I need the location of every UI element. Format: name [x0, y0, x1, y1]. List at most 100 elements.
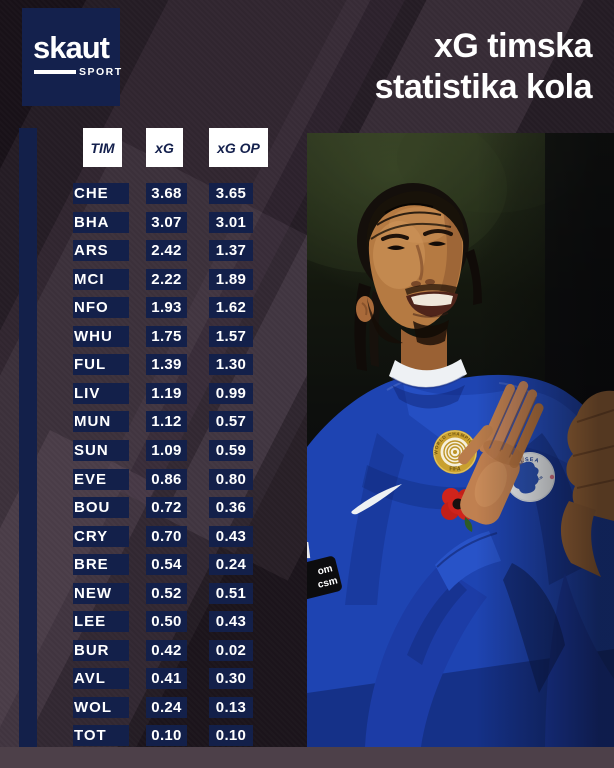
table-row: BHA 3.07 3.01: [0, 212, 307, 233]
table-row: EVE 0.86 0.80: [0, 469, 307, 490]
gold-badge-arc-text: WORLD CHAMPIONS: [433, 431, 476, 454]
shirt: [307, 374, 614, 747]
table-cell-team: MCI: [73, 269, 129, 290]
table-cell-xg: 3.07: [146, 212, 187, 233]
table-cell-xg: 1.12: [146, 411, 187, 432]
table-cell-xg: 1.75: [146, 326, 187, 347]
table-cell-xg_op: 0.36: [209, 497, 253, 518]
table-cell-team: BHA: [73, 212, 129, 233]
table-cell-xg_op: 0.57: [209, 411, 253, 432]
table-row: CHE 3.68 3.65: [0, 183, 307, 204]
table-cell-team: ARS: [73, 240, 129, 261]
table-cell-xg_op: 1.57: [209, 326, 253, 347]
table-row: WOL 0.24 0.13: [0, 697, 307, 718]
table-cell-xg_op: 1.62: [209, 297, 253, 318]
table-cell-xg: 1.09: [146, 440, 187, 461]
logo-underline: [34, 70, 76, 74]
table-cell-xg_op: 0.30: [209, 668, 253, 689]
table-cell-xg: 1.19: [146, 383, 187, 404]
clapping-hand-near: [458, 381, 544, 525]
patch-text-line1: om: [317, 563, 334, 577]
gold-badge-fifa-text: FIFA: [449, 467, 460, 473]
vertical-navy-stripe: [19, 128, 37, 768]
table-cell-xg: 0.54: [146, 554, 187, 575]
table-cell-xg_op: 0.99: [209, 383, 253, 404]
table-cell-team: NFO: [73, 297, 129, 318]
table-cell-team: LEE: [73, 611, 129, 632]
table-cell-xg: 0.70: [146, 526, 187, 547]
table-cell-team: TOT: [73, 725, 129, 746]
table-cell-xg_op: 0.13: [209, 697, 253, 718]
skaut-sport-logo: skaut SPORT: [22, 8, 123, 106]
world-champions-badge-icon: WORLD CHAMPIONS FIFA: [433, 430, 477, 474]
table-cell-xg: 2.22: [146, 269, 187, 290]
table-cell-team: CHE: [73, 183, 129, 204]
table-cell-xg_op: 0.43: [209, 526, 253, 547]
table-cell-team: BUR: [73, 640, 129, 661]
column-header-xg-op: xG OP: [209, 128, 268, 167]
table-row: LIV 1.19 0.99: [0, 383, 307, 404]
sleeve-sponsor-patch: om csm: [307, 540, 342, 600]
table-cell-xg: 0.10: [146, 725, 187, 746]
table-cell-xg: 1.39: [146, 354, 187, 375]
collar: [389, 359, 467, 388]
player-illustration: WORLD CHAMPIONS FIFA: [307, 133, 614, 747]
table-cell-xg_op: 1.30: [209, 354, 253, 375]
table-cell-xg_op: 0.59: [209, 440, 253, 461]
player-photo: WORLD CHAMPIONS FIFA: [307, 133, 614, 747]
table-row: ARS 2.42 1.37: [0, 240, 307, 261]
table-cell-xg: 0.86: [146, 469, 187, 490]
table-row: BOU 0.72 0.36: [0, 497, 307, 518]
column-header-tim: TIM: [83, 128, 122, 167]
crest-bottom-text: FOOTBALL CLUB: [514, 473, 544, 484]
table-cell-team: WOL: [73, 697, 129, 718]
table-cell-xg: 0.42: [146, 640, 187, 661]
table-cell-xg: 0.52: [146, 583, 187, 604]
table-cell-xg_op: 0.51: [209, 583, 253, 604]
table-cell-team: NEW: [73, 583, 129, 604]
clapping-hand-far: [503, 390, 614, 747]
table-cell-team: SUN: [73, 440, 129, 461]
table-cell-team: LIV: [73, 383, 129, 404]
svg-text:WORLD CHAMPIONS: WORLD CHAMPIONS: [433, 431, 476, 454]
nike-swoosh-icon: [351, 484, 402, 515]
table-cell-team: WHU: [73, 326, 129, 347]
player-head: [354, 183, 482, 371]
table-cell-xg_op: 0.80: [209, 469, 253, 490]
table-row: LEE 0.50 0.43: [0, 611, 307, 632]
table-cell-xg_op: 3.65: [209, 183, 253, 204]
crest-top-text: CHELSEA: [507, 457, 539, 474]
table-row: FUL 1.39 1.30: [0, 354, 307, 375]
table-cell-xg: 0.24: [146, 697, 187, 718]
bottom-strip: [0, 747, 614, 768]
table-row: BRE 0.54 0.24: [0, 554, 307, 575]
table-row: NEW 0.52 0.51: [0, 583, 307, 604]
table-cell-xg_op: 1.37: [209, 240, 253, 261]
table-row: BUR 0.42 0.02: [0, 640, 307, 661]
table-cell-team: BRE: [73, 554, 129, 575]
table-cell-xg_op: 0.10: [209, 725, 253, 746]
logo-subtitle: SPORT: [79, 66, 123, 78]
table-cell-xg: 0.72: [146, 497, 187, 518]
table-cell-team: EVE: [73, 469, 129, 490]
table-row: MCI 2.22 1.89: [0, 269, 307, 290]
table-cell-xg: 2.42: [146, 240, 187, 261]
page-title: xG timska statistika kola: [374, 26, 593, 108]
table-cell-xg: 3.68: [146, 183, 187, 204]
table-row: AVL 0.41 0.30: [0, 668, 307, 689]
poppy-icon: [441, 488, 475, 532]
table-cell-xg: 0.50: [146, 611, 187, 632]
title-line-2: statistika kola: [374, 68, 593, 106]
table-cell-xg: 1.93: [146, 297, 187, 318]
table-cell-xg_op: 0.24: [209, 554, 253, 575]
column-header-xg: xG: [146, 128, 183, 167]
table-cell-xg_op: 0.02: [209, 640, 253, 661]
logo-wordmark: skaut: [33, 30, 110, 65]
table-cell-xg_op: 3.01: [209, 212, 253, 233]
title-line-1: xG timska: [433, 27, 593, 65]
table-cell-xg: 0.41: [146, 668, 187, 689]
table-row: NFO 1.93 1.62: [0, 297, 307, 318]
svg-text:CHELSEA: CHELSEA: [507, 457, 540, 474]
chelsea-crest-icon: CHELSEA FOOTBALL CLUB: [505, 452, 555, 502]
